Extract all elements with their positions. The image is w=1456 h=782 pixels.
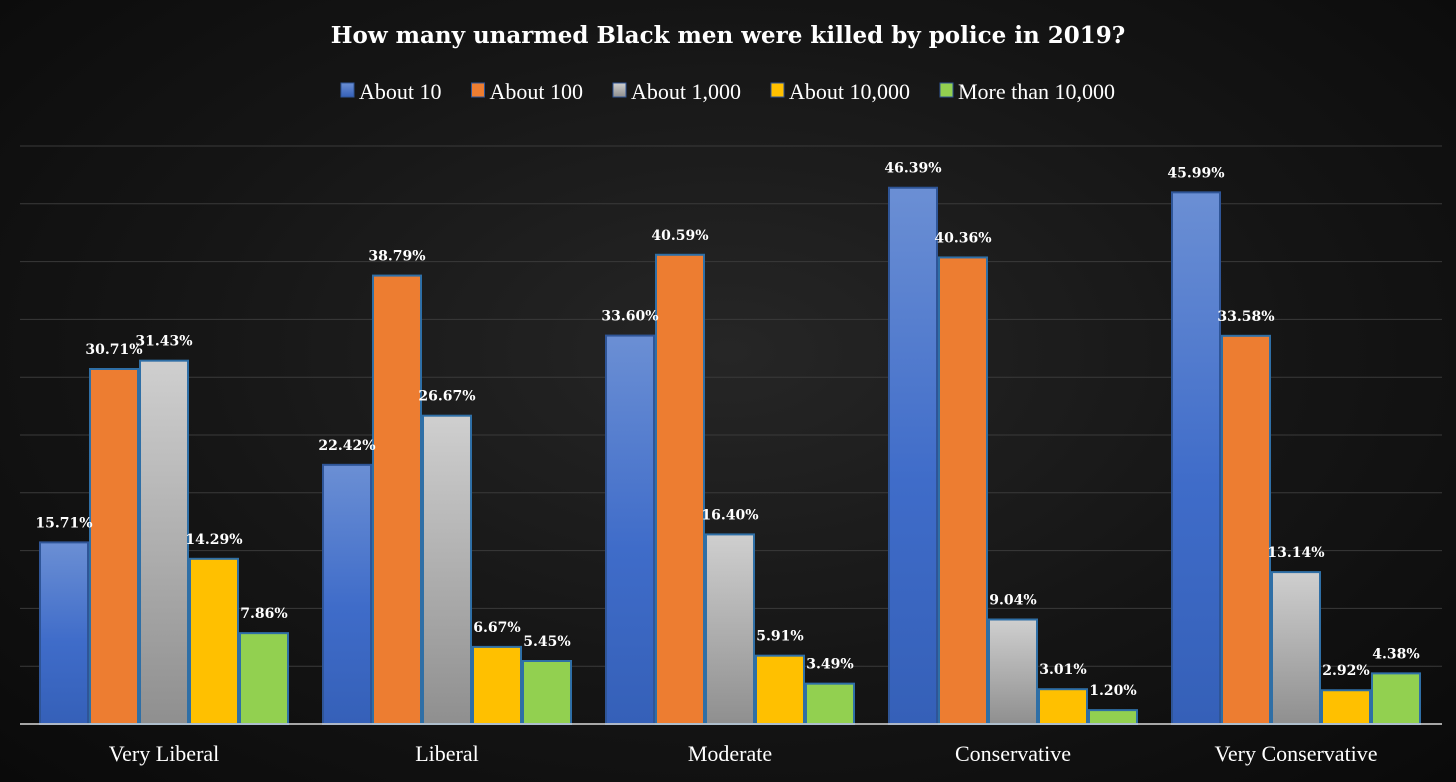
data-label: 3.01% bbox=[1039, 662, 1086, 678]
data-label: 33.58% bbox=[1217, 309, 1274, 325]
data-label: 2.92% bbox=[1322, 663, 1369, 679]
data-label: 3.49% bbox=[806, 657, 853, 673]
data-label: 5.91% bbox=[756, 629, 803, 645]
data-label: 33.60% bbox=[601, 309, 658, 325]
bar-about-100-very-liberal bbox=[89, 367, 139, 725]
data-label: 4.38% bbox=[1372, 646, 1419, 662]
data-label: 26.67% bbox=[418, 389, 475, 405]
data-label: 15.71% bbox=[35, 515, 92, 531]
bar-about-100-moderate bbox=[655, 253, 705, 725]
bar-about-1-000-very-conservative bbox=[1271, 571, 1321, 726]
bar-about-10-conservative bbox=[888, 186, 938, 725]
data-labels: 15.71% 22.42% 33.60% 46.39% 45.99% 30.71% 38.7… bbox=[35, 161, 1419, 699]
legend-swatch bbox=[770, 82, 785, 98]
data-label: 22.42% bbox=[318, 438, 375, 454]
data-label: 1.20% bbox=[1089, 683, 1136, 699]
bars bbox=[39, 186, 1421, 726]
data-label: 14.29% bbox=[185, 532, 242, 548]
data-label: 7.86% bbox=[240, 606, 287, 622]
bar-about-10-liberal bbox=[322, 463, 372, 725]
bar-more-than-10-000-moderate bbox=[805, 682, 855, 725]
legend-label: About 100 bbox=[489, 79, 583, 104]
legend-item-about-100: About 100 bbox=[470, 79, 583, 104]
data-label: 46.39% bbox=[884, 161, 941, 177]
bar-about-10-moderate bbox=[605, 334, 655, 725]
data-label: 40.59% bbox=[651, 228, 708, 244]
data-label: 31.43% bbox=[135, 334, 192, 350]
bar-about-1-000-moderate bbox=[705, 533, 755, 726]
data-label: 16.40% bbox=[701, 507, 758, 523]
bar-about-10-very-liberal bbox=[39, 541, 89, 725]
bar-about-100-liberal bbox=[372, 274, 422, 725]
bar-about-1-000-liberal bbox=[422, 414, 472, 725]
legend: About 10 About 100 About 1,000 About 10,000… bbox=[340, 79, 1115, 104]
legend-swatch bbox=[470, 82, 485, 98]
data-label: 13.14% bbox=[1267, 545, 1324, 561]
bar-more-than-10-000-liberal bbox=[522, 659, 572, 725]
legend-item-more-than-10-000: More than 10,000 bbox=[939, 79, 1115, 104]
legend-item-about-10: About 10 bbox=[340, 79, 442, 104]
category-label-conservative: Conservative bbox=[955, 741, 1071, 766]
bar-about-10-000-very-liberal bbox=[189, 557, 239, 726]
data-label: 38.79% bbox=[368, 249, 425, 265]
data-label: 5.45% bbox=[523, 634, 570, 650]
legend-label: About 1,000 bbox=[631, 79, 741, 104]
bar-about-1-000-conservative bbox=[988, 618, 1038, 726]
bar-about-10-000-very-conservative bbox=[1321, 689, 1371, 726]
legend-label: More than 10,000 bbox=[958, 79, 1115, 104]
legend-item-about-1-000: About 1,000 bbox=[612, 79, 741, 104]
legend-swatch bbox=[340, 82, 355, 98]
data-label: 9.04% bbox=[989, 592, 1036, 608]
legend-label: About 10,000 bbox=[789, 79, 910, 104]
legend-swatch bbox=[939, 82, 954, 98]
category-label-very-conservative: Very Conservative bbox=[1214, 741, 1377, 766]
bar-more-than-10-000-conservative bbox=[1088, 709, 1138, 725]
bar-more-than-10-000-very-liberal bbox=[239, 632, 289, 726]
data-label: 40.36% bbox=[934, 230, 991, 246]
gridlines bbox=[20, 145, 1442, 667]
legend-label: About 10 bbox=[359, 79, 442, 104]
category-label-liberal: Liberal bbox=[415, 741, 479, 766]
bar-about-1-000-very-liberal bbox=[139, 359, 189, 725]
data-label: 30.71% bbox=[85, 342, 142, 358]
legend-swatch bbox=[612, 82, 627, 98]
chart-title: How many unarmed Black men were killed b… bbox=[331, 22, 1125, 49]
category-label-very-liberal: Very Liberal bbox=[109, 741, 220, 766]
bar-about-10-000-conservative bbox=[1038, 688, 1088, 726]
bar-about-10-000-liberal bbox=[472, 645, 522, 725]
bar-about-10-000-moderate bbox=[755, 654, 805, 726]
bar-about-10-very-conservative bbox=[1171, 191, 1221, 726]
data-label: 6.67% bbox=[473, 620, 520, 636]
legend-item-about-10-000: About 10,000 bbox=[770, 79, 910, 104]
bar-about-100-conservative bbox=[938, 256, 988, 725]
x-axis-categories: Very Liberal Liberal Moderate Conservative V… bbox=[109, 741, 1378, 766]
bar-more-than-10-000-very-conservative bbox=[1371, 672, 1421, 725]
data-label: 45.99% bbox=[1167, 165, 1224, 181]
bar-about-100-very-conservative bbox=[1221, 334, 1271, 725]
category-label-moderate: Moderate bbox=[688, 741, 772, 766]
